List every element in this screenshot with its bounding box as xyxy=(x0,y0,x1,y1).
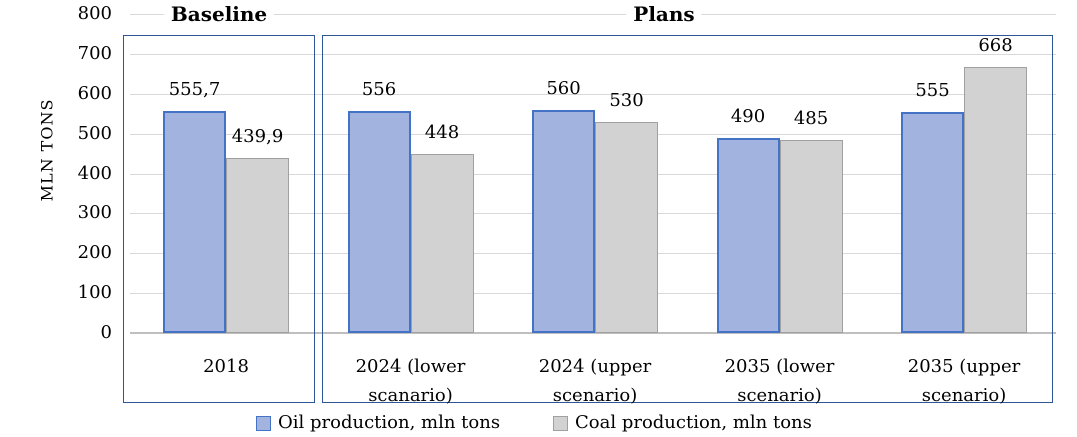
gridline-800 xyxy=(130,14,1056,15)
section-title-baseline: Baseline xyxy=(163,1,275,27)
data-label: 530 xyxy=(609,89,644,111)
y-axis-tick-label: 100 xyxy=(77,282,112,304)
data-label: 555,7 xyxy=(168,79,221,101)
x-axis-category-label: 2035 (upper scenario) xyxy=(907,356,1021,406)
y-axis-tick-label: 700 xyxy=(77,42,112,64)
gridline-600 xyxy=(130,93,1056,95)
data-label: 560 xyxy=(546,77,581,99)
y-axis-title: MLN TONS xyxy=(37,98,57,202)
data-label: 555 xyxy=(915,79,950,101)
bar-oil xyxy=(716,137,780,333)
y-axis-tick-label: 500 xyxy=(77,122,112,144)
bar-oil xyxy=(347,111,411,333)
bar-coal xyxy=(779,139,843,333)
bar-coal xyxy=(410,154,474,333)
x-axis-category-label: 2024 (lower scanario) xyxy=(355,356,466,406)
plans-group-box xyxy=(322,35,1053,403)
data-label: 448 xyxy=(424,122,460,144)
data-label: 668 xyxy=(978,34,1013,56)
legend-swatch-icon xyxy=(553,415,568,431)
section-title-plans: Plans xyxy=(626,1,702,27)
data-label: 439,9 xyxy=(231,125,284,147)
legend-swatch-icon xyxy=(256,415,271,431)
baseline-group-box xyxy=(123,35,315,403)
bar-coal xyxy=(964,66,1027,333)
y-axis-tick-label: 0 xyxy=(100,322,112,343)
legend-item: Coal production, mln tons xyxy=(553,413,812,433)
x-axis-category-label: 2024 (upper scenario) xyxy=(538,356,652,406)
bar-oil xyxy=(163,111,226,333)
data-label: 490 xyxy=(730,105,766,127)
legend-item: Oil production, mln tons xyxy=(256,413,500,433)
x-axis-category-label: 2018 xyxy=(203,356,249,377)
x-axis-category-label: 2035 (lower scenario) xyxy=(724,356,835,406)
bar-oil xyxy=(901,111,964,333)
data-label: 556 xyxy=(361,79,397,101)
legend-label: Coal production, mln tons xyxy=(575,412,812,433)
bar-coal xyxy=(226,157,289,333)
gridline-0 xyxy=(130,332,1056,334)
bar-coal xyxy=(595,121,658,333)
bar-oil xyxy=(532,109,595,333)
y-axis-tick-label: 800 xyxy=(77,3,112,24)
gridline-700 xyxy=(130,53,1056,55)
data-label: 485 xyxy=(793,107,829,129)
y-axis-tick-label: 400 xyxy=(77,162,112,184)
y-axis-tick-label: 600 xyxy=(77,82,112,104)
y-axis-tick-label: 200 xyxy=(77,242,112,264)
y-axis-tick-label: 300 xyxy=(77,202,112,224)
legend-label: Oil production, mln tons xyxy=(278,412,501,433)
